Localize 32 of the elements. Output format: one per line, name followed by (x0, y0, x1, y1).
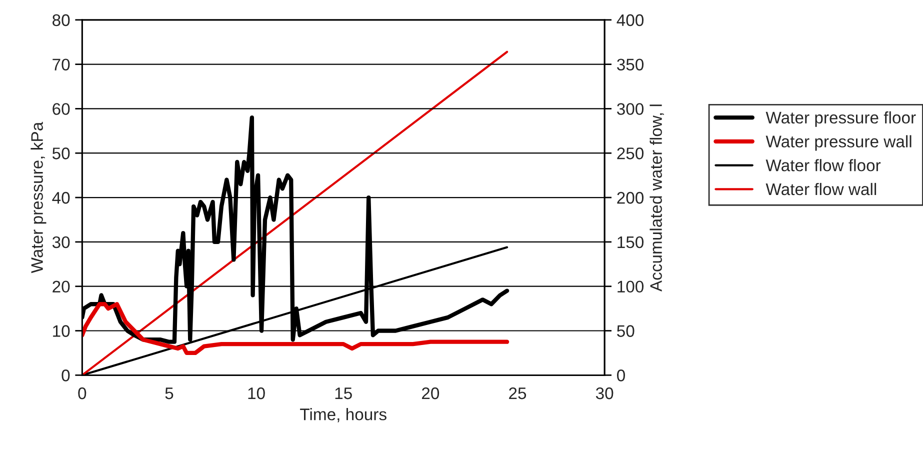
y-axis-title: Water pressure, kPa (30, 122, 46, 274)
y-tick-label: 20 (52, 280, 70, 293)
y2-tick-label: 50 (617, 325, 634, 337)
y2-tick-label: 250 (617, 148, 644, 160)
legend-label: Water pressure floor (766, 111, 916, 127)
y-tick-label: 70 (52, 58, 70, 70)
y2-axis-title: Accumulated water flow, l (650, 104, 664, 292)
legend-label: Water flow wall (766, 182, 876, 196)
y-tick-label: 10 (53, 325, 70, 337)
y-tick-label: 60 (52, 103, 70, 115)
x-tick-label: 20 (422, 387, 440, 400)
y2-tick-label: 400 (616, 14, 644, 26)
x-tick-label: 25 (509, 387, 526, 400)
y2-tick-label: 0 (617, 370, 625, 382)
x-tick-label: 30 (596, 387, 614, 400)
x-tick-label: 15 (335, 388, 352, 400)
y-tick-label: 50 (52, 148, 70, 160)
y-tick-label: 40 (52, 192, 70, 204)
y-tick-label: 30 (52, 236, 70, 248)
x-tick-label: 10 (248, 387, 265, 400)
y2-tick-label: 100 (618, 280, 644, 293)
y2-tick-label: 350 (617, 58, 644, 70)
y2-tick-label: 200 (617, 192, 644, 204)
y2-tick-label: 150 (618, 236, 644, 248)
x-tick-label: 0 (78, 387, 86, 400)
x-tick-label: 5 (165, 388, 174, 400)
x-axis-title: Time, hours (300, 408, 386, 422)
y2-tick-label: 300 (617, 103, 644, 115)
legend-label: Water pressure wall (766, 135, 912, 151)
legend-label: Water flow floor (766, 159, 881, 172)
y-tick-label: 80 (52, 14, 70, 26)
y-tick-label: 0 (62, 370, 70, 382)
